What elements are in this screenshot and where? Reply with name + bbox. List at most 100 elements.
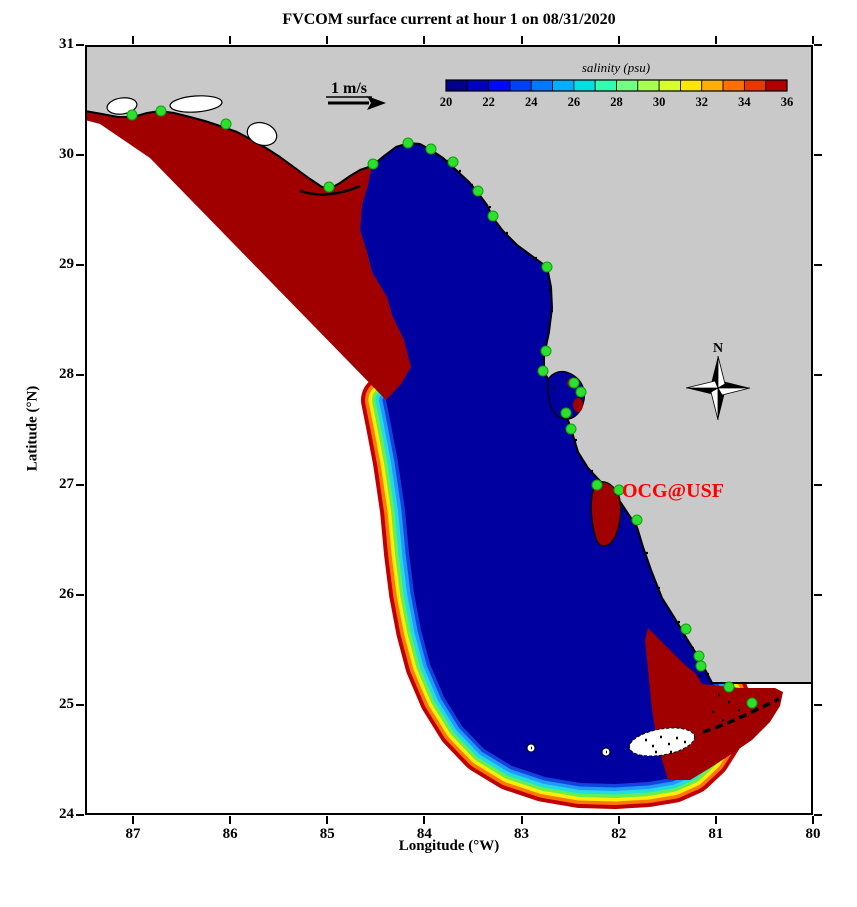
station-dot (695, 660, 707, 672)
station-dot (680, 623, 692, 635)
estuary-bay (106, 97, 138, 115)
y-axis-tick-right (814, 484, 822, 486)
x-axis-tick-label: 83 (514, 826, 530, 842)
y-axis-tick-right (814, 814, 822, 816)
colorbar-tick-label: 22 (482, 95, 495, 109)
colorbar-cell (445, 79, 468, 92)
x-axis-tick-label: 81 (708, 826, 724, 842)
x-axis-tick-label: 80 (805, 826, 821, 842)
x-axis-tick-label: 84 (416, 826, 432, 842)
colorbar-cell (509, 79, 532, 92)
x-axis-tick-label: 86 (222, 826, 238, 842)
y-axis-tick-label: 30 (59, 146, 74, 162)
station-dot (126, 109, 138, 121)
station-markers (126, 105, 758, 709)
x-axis-tick-top (423, 36, 426, 44)
station-dot (155, 105, 167, 117)
estuaries (106, 95, 278, 147)
compass-star-dark (686, 356, 750, 420)
station-dot (487, 210, 499, 222)
colorbar: salinity (psu) 20 22 24 26 28 30 32 34 36 (440, 60, 794, 109)
colorbar-cell (680, 79, 703, 92)
y-axis-tick-right (814, 704, 822, 706)
x-axis-tick-label: 82 (611, 826, 627, 842)
y-axis-tick-right (814, 594, 822, 596)
ocg-usf-watermark: OCG@USF (622, 480, 724, 502)
x-axis-tick-label: 85 (319, 826, 335, 842)
colorbar-tick-label: 36 (781, 95, 794, 109)
colorbar-cell (552, 79, 575, 92)
y-axis-tick-label: 25 (59, 696, 74, 712)
colorbar-cell (722, 79, 745, 92)
barrier-island-spit (299, 184, 361, 196)
northwest-high-salinity-region (85, 111, 411, 400)
compass-star-light (685, 355, 751, 421)
colorbar-tick-labels: 20 22 24 26 28 30 32 34 36 (440, 95, 794, 109)
y-axis-tick-right (814, 44, 822, 46)
station-dot (565, 423, 577, 435)
estuary-bay (246, 121, 278, 147)
y-axis-tick-label: 29 (59, 256, 74, 272)
y-axis-tick-label: 28 (59, 366, 74, 382)
y-axis-tick (76, 264, 84, 266)
station-dot (472, 185, 484, 197)
station-dot (723, 681, 735, 693)
florida-keys-chain (702, 697, 780, 734)
station-dot (631, 514, 643, 526)
scale-arrow-label: 1 m/s (331, 80, 367, 97)
colorbar-cell (530, 79, 553, 92)
station-dot (323, 181, 335, 193)
y-axis-tick (76, 594, 84, 596)
colorbar-tick-label: 30 (653, 95, 666, 109)
colorbar-cell (765, 79, 788, 92)
figure-title: FVCOM surface current at hour 1 on 08/31… (282, 11, 616, 28)
y-axis-tick (76, 154, 84, 156)
shelf-water-region (360, 143, 726, 784)
x-axis-tick-top (132, 36, 134, 44)
station-dot (575, 386, 587, 398)
colorbar-cell (701, 79, 724, 92)
x-axis-tick (714, 816, 717, 824)
y-axis-tick (76, 374, 84, 376)
map-canvas: N 1 m/s salinity (psu) 20 22 24 26 28 30 32 34 3… (85, 45, 813, 815)
station-dot (220, 118, 232, 130)
land-region (85, 45, 813, 683)
x-axis-tick-top (520, 36, 523, 44)
station-dot (367, 158, 379, 170)
station-dot (693, 650, 705, 662)
station-dot (537, 365, 549, 377)
x-axis-tick (229, 816, 232, 824)
colorbar-cell (488, 79, 511, 92)
scale-arrow: 1 m/s (326, 80, 386, 110)
colorbar-tick-label: 26 (568, 95, 581, 109)
colorbar-cells (445, 79, 788, 92)
keys-islands (526, 693, 780, 757)
island-specks (531, 693, 750, 754)
station-dot (568, 377, 580, 389)
station-dot (560, 407, 572, 419)
station-dot (613, 484, 625, 496)
x-axis-tick-top (714, 36, 717, 44)
colorbar-cell (637, 79, 660, 92)
y-axis-tick-label: 31 (59, 36, 74, 52)
x-axis-label: Longitude (°W) (398, 838, 500, 854)
x-axis-tick (811, 816, 814, 824)
station-dot (540, 345, 552, 357)
x-axis-tick-top (811, 36, 814, 44)
island-blob (628, 727, 696, 757)
colorbar-cell (616, 79, 639, 92)
colorbar-cell (466, 79, 490, 92)
station-dot (425, 143, 437, 155)
y-axis-tick-label: 26 (59, 586, 74, 602)
y-axis-tick-right (814, 154, 822, 156)
station-dot (402, 137, 414, 149)
y-axis-tick (76, 814, 84, 816)
colorbar-cell (573, 79, 596, 92)
x-axis-tick-top (229, 36, 232, 44)
y-axis-tick (76, 704, 84, 706)
y-axis-tick-label: 24 (59, 806, 74, 822)
station-dot (746, 697, 758, 709)
x-axis-tick (132, 816, 134, 824)
colorbar-frame (445, 79, 788, 92)
